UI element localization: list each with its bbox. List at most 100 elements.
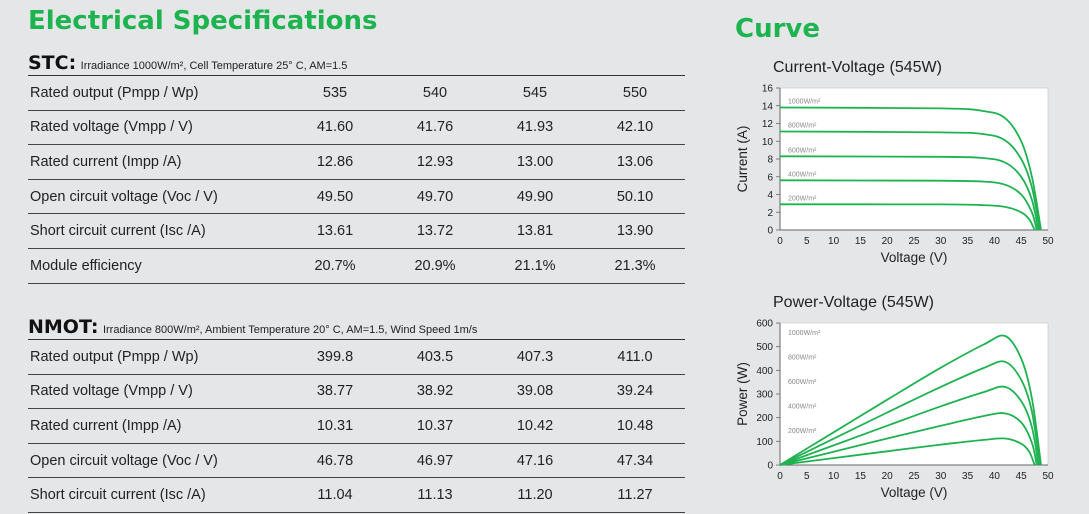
series-line xyxy=(779,106,1042,231)
table-row: Rated voltage (Vmpp / V) 41.60 41.76 41.93 4… xyxy=(28,111,685,146)
curve-heading: Curve xyxy=(735,14,820,44)
y-tick-label: 300 xyxy=(756,390,773,401)
y-tick-label: 6 xyxy=(767,172,773,183)
row-label: Rated current (Impp /A) xyxy=(30,417,182,434)
table-cell: 38.77 xyxy=(316,383,354,400)
series-line xyxy=(779,412,1038,466)
series-label: 800W/m² xyxy=(788,355,817,362)
table-row: Rated output (Pmpp / Wp) 535 540 545 550 xyxy=(28,75,685,111)
table-row: Rated output (Pmpp / Wp) 399.8 403.5 407.3 4… xyxy=(28,339,685,375)
stc-label: STC: xyxy=(28,52,77,74)
series-label: 600W/m² xyxy=(788,147,817,154)
table-cell: 38.92 xyxy=(416,383,454,400)
x-tick-label: 40 xyxy=(989,471,1001,482)
table-cell: 49.50 xyxy=(316,188,354,205)
table-cell: 11.04 xyxy=(317,487,353,504)
x-tick-label: 15 xyxy=(855,471,867,482)
series-label: 400W/m² xyxy=(788,171,817,178)
series-line xyxy=(779,360,1041,466)
table-cell: 42.10 xyxy=(616,119,654,136)
table-row: Module efficiency 20.7% 20.9% 21.1% 21.3% xyxy=(28,249,685,284)
x-tick-label: 50 xyxy=(1042,236,1054,247)
y-tick-label: 200 xyxy=(756,413,773,424)
plot-area xyxy=(779,322,1049,466)
series-line xyxy=(779,155,1040,231)
y-tick-label: 4 xyxy=(767,190,773,201)
table-cell: 41.76 xyxy=(416,119,454,136)
series-label: 1000W/m² xyxy=(788,99,821,106)
y-tick-label: 0 xyxy=(767,226,773,237)
y-axis-label: Power (W) xyxy=(735,362,750,426)
x-tick-label: 30 xyxy=(935,471,947,482)
table-cell: 13.90 xyxy=(616,223,654,240)
table-cell: 403.5 xyxy=(416,348,454,365)
table-cell: 47.16 xyxy=(516,452,554,469)
table-cell: 46.78 xyxy=(316,452,354,469)
table-cell: 10.31 xyxy=(316,417,354,434)
y-tick-label: 14 xyxy=(762,101,774,112)
nmot-label: NMOT: xyxy=(28,316,99,338)
x-tick-label: 25 xyxy=(908,236,920,247)
series-line xyxy=(779,385,1040,466)
table-cell: 20.7% xyxy=(314,257,356,274)
series-label: 600W/m² xyxy=(788,379,817,386)
stc-condition-text: Irradiance 1000W/m², Cell Temperature 25… xyxy=(80,60,348,72)
y-tick-label: 16 xyxy=(762,84,774,95)
x-tick-label: 20 xyxy=(882,236,894,247)
row-label: Short circuit current (Isc /A) xyxy=(30,487,206,504)
table-row: Short circuit current (Isc /A) 13.61 13.72… xyxy=(28,214,685,249)
nmot-table: Rated output (Pmpp / Wp) 399.8 403.5 407.3 4… xyxy=(28,339,685,513)
table-cell: 550 xyxy=(622,84,648,101)
x-tick-label: 0 xyxy=(777,471,783,482)
x-tick-label: 50 xyxy=(1042,471,1054,482)
row-label: Module efficiency xyxy=(30,257,142,274)
x-tick-label: 0 xyxy=(777,236,783,247)
y-axis-label: Current (A) xyxy=(735,126,750,193)
table-cell: 10.37 xyxy=(416,417,454,434)
table-cell: 11.20 xyxy=(517,487,553,504)
table-cell: 21.1% xyxy=(514,257,556,274)
x-tick-label: 5 xyxy=(804,471,810,482)
x-tick-label: 35 xyxy=(962,471,974,482)
table-row: Open circuit voltage (Voc / V) 46.78 46.97… xyxy=(28,444,685,479)
series-line xyxy=(779,334,1042,466)
y-tick-label: 500 xyxy=(756,342,773,353)
row-label: Rated voltage (Vmpp / V) xyxy=(30,119,193,136)
table-cell: 41.93 xyxy=(516,119,554,136)
table-cell: 11.27 xyxy=(617,487,653,504)
chart-title: Current-Voltage (545W) xyxy=(773,59,942,76)
x-tick-label: 15 xyxy=(855,236,867,247)
row-label: Short circuit current (Isc /A) xyxy=(30,223,206,240)
table-cell: 11.13 xyxy=(417,487,453,504)
page-title: Electrical Specifications xyxy=(28,6,378,36)
table-cell: 10.48 xyxy=(616,417,654,434)
table-cell: 12.86 xyxy=(316,153,354,170)
table-cell: 46.97 xyxy=(416,452,454,469)
table-cell: 399.8 xyxy=(316,348,354,365)
series-label: 200W/m² xyxy=(788,428,817,435)
series-line xyxy=(779,130,1041,231)
chart-title: Power-Voltage (545W) xyxy=(773,294,934,311)
x-tick-label: 20 xyxy=(882,471,894,482)
x-tick-label: 45 xyxy=(1016,236,1028,247)
table-cell: 39.08 xyxy=(516,383,554,400)
table-cell: 41.60 xyxy=(316,119,354,136)
nmot-condition-text: Irradiance 800W/m², Ambient Temperature … xyxy=(102,324,478,336)
y-tick-label: 600 xyxy=(756,319,773,330)
row-label: Open circuit voltage (Voc / V) xyxy=(30,452,218,469)
series-line xyxy=(779,203,1036,231)
table-row: Rated current (Impp /A) 10.31 10.37 10.42 10… xyxy=(28,409,685,444)
x-tick-label: 10 xyxy=(828,236,840,247)
table-cell: 407.3 xyxy=(516,348,554,365)
series-label: 400W/m² xyxy=(788,404,817,411)
series-label: 1000W/m² xyxy=(788,330,821,337)
table-cell: 540 xyxy=(422,84,448,101)
table-cell: 21.3% xyxy=(614,257,656,274)
x-tick-label: 35 xyxy=(962,236,974,247)
series-label: 200W/m² xyxy=(788,195,817,202)
y-tick-label: 400 xyxy=(756,366,773,377)
table-cell: 20.9% xyxy=(414,257,456,274)
table-row: Open circuit voltage (Voc / V) 49.50 49.70… xyxy=(28,180,685,215)
series-label: 800W/m² xyxy=(788,122,817,129)
x-tick-label: 5 xyxy=(804,236,810,247)
